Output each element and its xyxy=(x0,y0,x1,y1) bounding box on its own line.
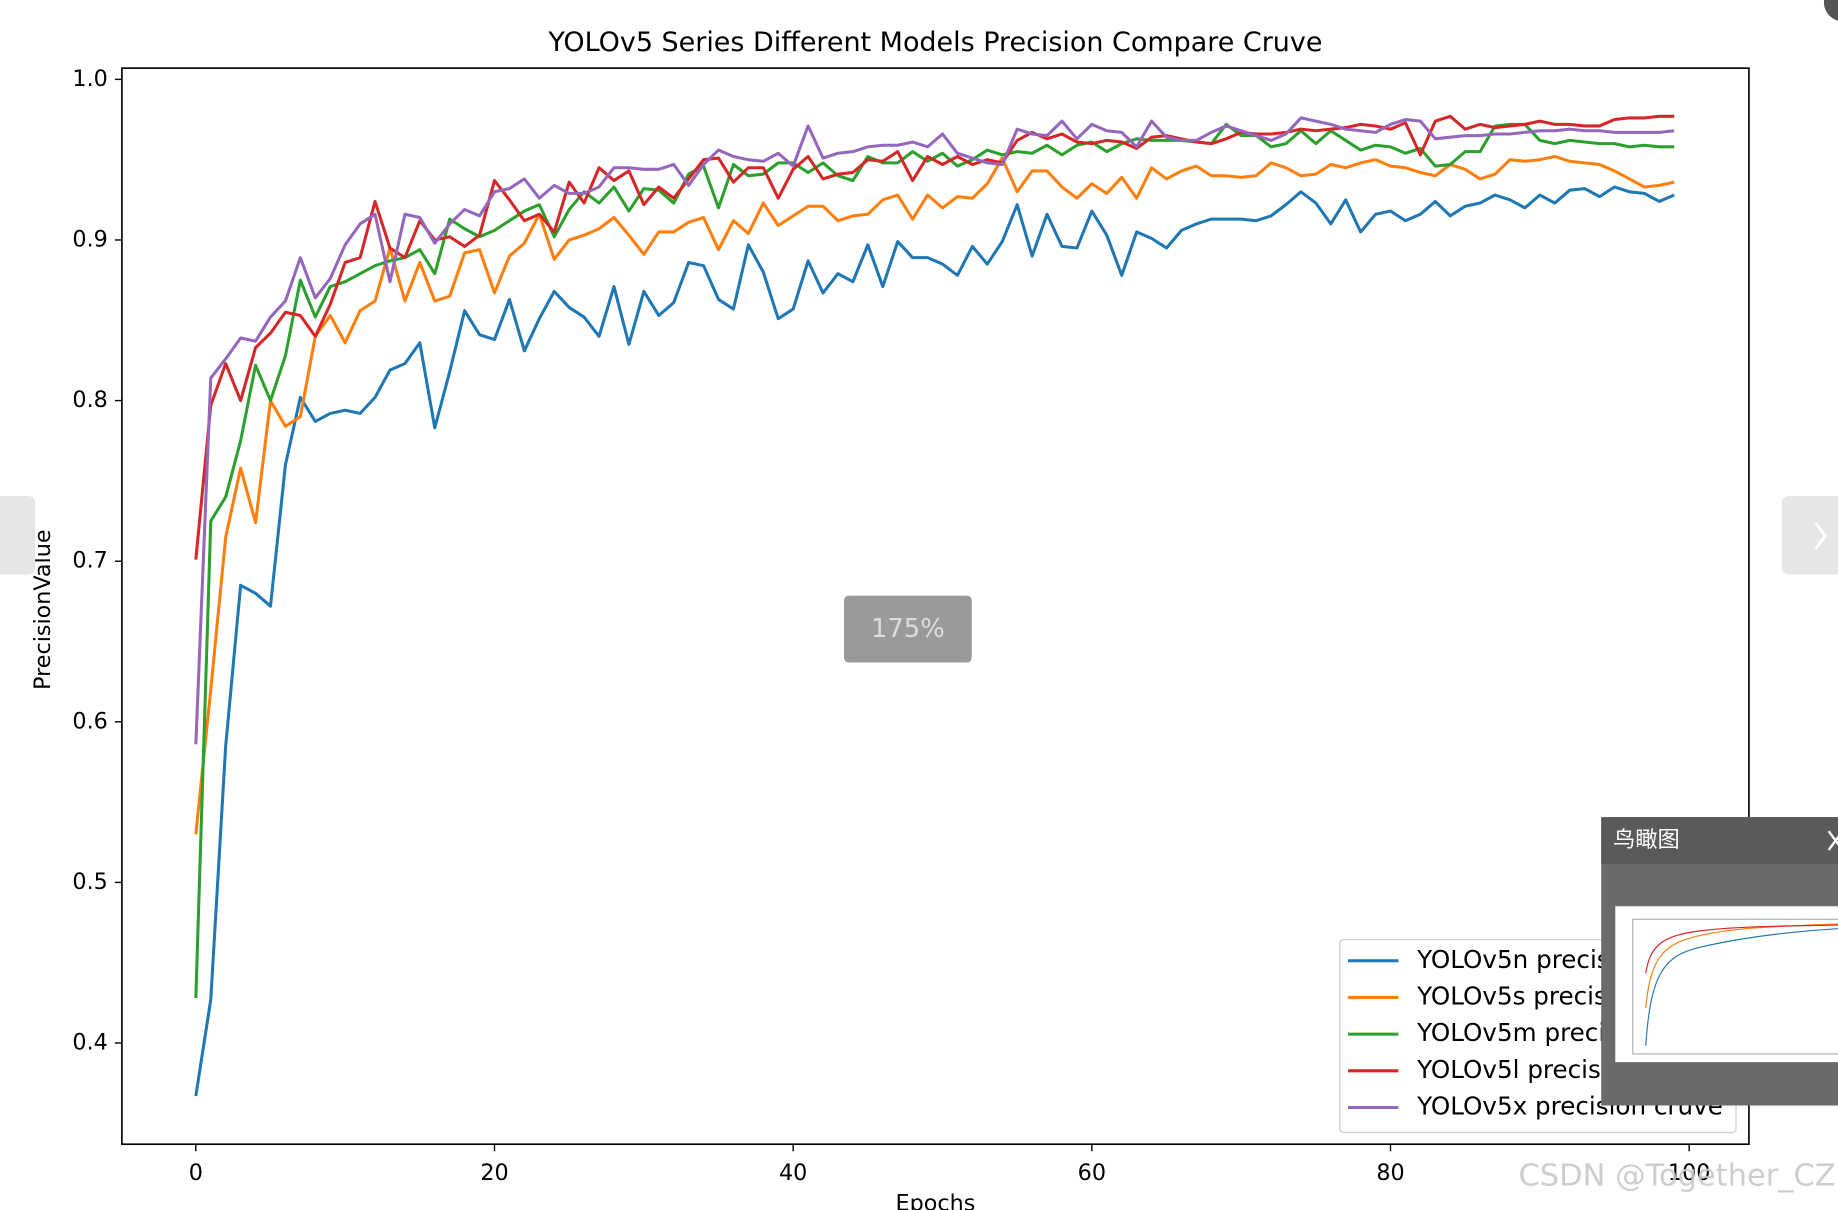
y-tick-label: 0.9 xyxy=(72,226,107,252)
overview-header xyxy=(1601,817,1838,865)
series-line xyxy=(194,185,1675,1097)
y-tick-label: 0.5 xyxy=(72,869,107,895)
close-button[interactable] xyxy=(1823,0,1838,21)
chart-title: YOLOv5 Series Different Models Precision… xyxy=(547,27,1322,58)
thumbnail-line xyxy=(1645,928,1838,1046)
x-tick-label: 40 xyxy=(779,1160,807,1186)
thumbnail-line xyxy=(1645,924,1838,974)
y-tick-label: 1.0 xyxy=(72,66,107,92)
overview-close[interactable] xyxy=(1827,830,1838,851)
thumbnail-frame xyxy=(1632,918,1838,1055)
series-line xyxy=(194,154,1675,835)
x-tick-label: 0 xyxy=(189,1160,203,1186)
series-line xyxy=(194,116,1675,745)
overview-title: 鸟瞰图 xyxy=(1613,827,1680,853)
zoom-text: 175% xyxy=(871,614,945,644)
series-line xyxy=(194,114,1675,560)
series-line xyxy=(194,122,1675,999)
x-axis-label: Epochs xyxy=(896,1190,976,1210)
y-tick-label: 0.6 xyxy=(72,708,107,734)
x-tick-label: 80 xyxy=(1376,1160,1404,1186)
x-tick-label: 100 xyxy=(1668,1160,1711,1186)
overview-thumbnail[interactable] xyxy=(1615,906,1838,1063)
next-button[interactable] xyxy=(1781,495,1838,575)
y-tick-label: 0.8 xyxy=(72,387,107,413)
prev-button[interactable] xyxy=(0,495,36,575)
y-tick-label: 0.7 xyxy=(72,548,107,574)
x-tick-label: 20 xyxy=(480,1160,508,1186)
next-arrow xyxy=(1814,522,1827,550)
watermark: CSDN @Together_CZ xyxy=(1519,1159,1836,1194)
y-tick-label: 0.4 xyxy=(72,1030,107,1056)
zoom-indicator xyxy=(843,595,972,663)
x-tick-label: 60 xyxy=(1078,1160,1106,1186)
plot-frame xyxy=(121,67,1750,1146)
